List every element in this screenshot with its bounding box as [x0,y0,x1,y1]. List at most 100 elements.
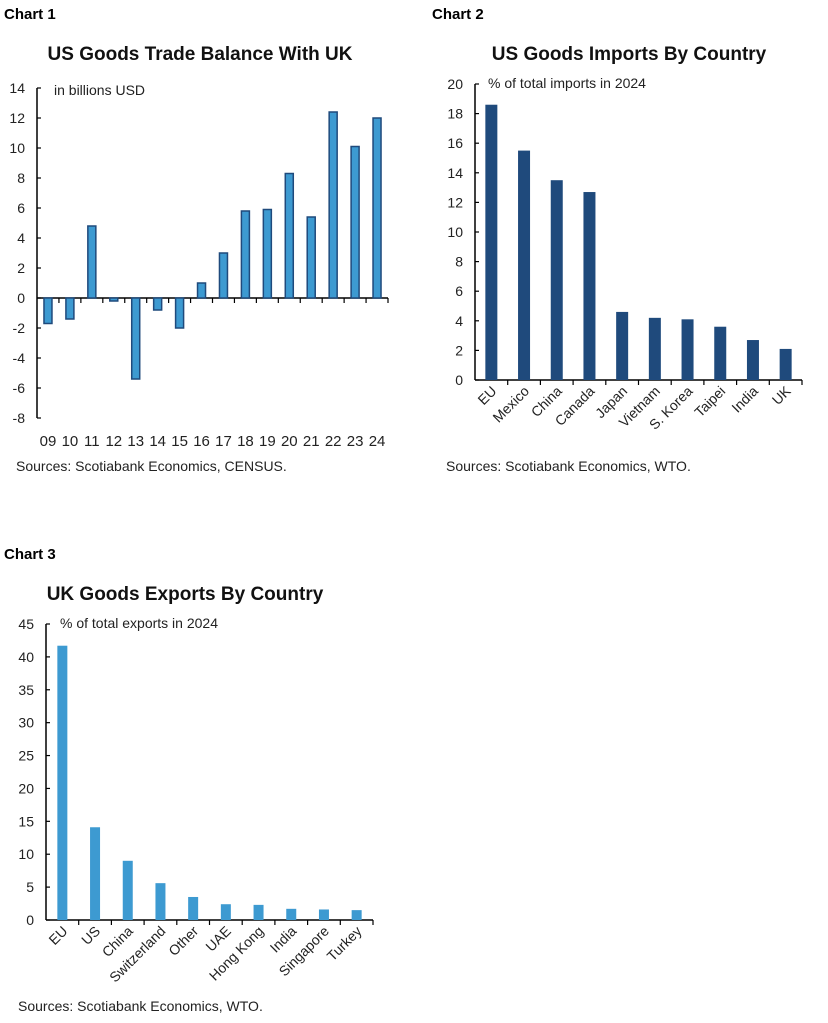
chart-1-x-tick-label: 15 [171,433,188,450]
chart-2-y-tick-label: 4 [455,313,463,329]
chart-1-bar-12 [109,297,119,302]
chart-3-bar-india [286,908,297,920]
chart-3-bar-other [188,896,199,920]
chart-2-y-tick-label: 20 [447,76,463,92]
chart-1-y-tick-label: 12 [9,110,25,126]
chart-3-y-tick-label: 40 [18,649,34,665]
chart-1-y-tick-label: 6 [17,200,25,216]
chart-1-unit: in billions USD [54,82,146,98]
chart-2-bar-eu [485,104,498,380]
chart-1-y-tick-label: 8 [17,170,25,186]
chart-1-bar-16 [196,282,207,299]
chart-1-x-tick-label: 21 [303,433,320,450]
chart-1-bar-22 [328,111,338,299]
chart-1-bar-09 [43,297,53,325]
chart-1-x-tick-label: 12 [105,433,122,450]
chart-3-y-tick-label: 30 [18,715,34,731]
chart-3-title: UK Goods Exports By Country [46,584,324,605]
chart-3-bar-switzerland [155,883,166,920]
chart-2-bar-mexico [518,150,531,380]
chart-2-bar-china [550,180,563,380]
chart-1-x-tick-label: 19 [259,433,276,450]
chart-3-x-tick-label: Other [165,923,201,959]
chart-1-y-tick-label: -6 [13,380,26,396]
chart-3-bar-us [90,827,101,920]
chart-2-y-tick-label: 18 [447,106,463,122]
chart-1-x-tick-label: 22 [325,433,342,450]
chart-3-x-tick-label: US [78,923,103,948]
chart-1-bar-20 [284,172,295,299]
chart-3-y-tick-label: 45 [18,616,34,632]
chart-1-bar-17 [218,252,229,299]
chart-2-y-tick-label: 6 [455,283,463,299]
chart-1-x-tick-label: 17 [215,433,232,450]
chart-2-y-tick-label: 10 [447,224,463,240]
chart-2-x-tick-label: EU [474,383,499,408]
chart-1-bar-19 [262,208,273,299]
chart-1-label: Chart 1 [4,6,56,23]
chart-2-x-tick-label: India [728,383,761,416]
chart-3-bar-turkey [351,910,362,920]
chart-1-bar-14 [152,297,163,311]
chart-1-source: Sources: Scotiabank Economics, CENSUS. [16,458,287,474]
chart-1-bar-24 [372,117,382,299]
chart-3-y-tick-label: 5 [26,879,34,895]
chart-1-x-tick-label: 09 [40,433,57,450]
chart-1-x-tick-label: 24 [369,433,386,450]
chart-3-y-tick-label: 15 [18,813,34,829]
chart-2-x-tick-label: Mexico [489,383,532,426]
chart-1-x-tick-label: 18 [237,433,254,450]
chart-3-y-tick-label: 0 [26,912,34,928]
chart-1-x-tick-label: 10 [62,433,79,450]
chart-2-y-tick-label: 2 [455,342,463,358]
chart-2-x-tick-label: UK [769,382,795,408]
chart-3-y-tick-label: 35 [18,682,34,698]
chart-1-bar-13 [130,297,141,380]
chart-3-source: Sources: Scotiabank Economics, WTO. [18,998,263,1014]
chart-2-y-tick-label: 14 [447,165,463,181]
chart-2-y-tick-label: 12 [447,194,463,210]
chart-1-bar-23 [350,145,360,299]
chart-1-bar-15 [174,297,185,329]
chart-2-label: Chart 2 [432,6,484,23]
chart-3-x-tick-label: Turkey [324,923,365,964]
chart-1-bar-10 [65,297,75,320]
chart-1-y-tick-label: 4 [17,230,25,246]
chart-3-label: Chart 3 [4,546,56,563]
chart-1-y-tick-label: 10 [9,140,25,156]
chart-2-x-tick-label: Taipei [691,383,728,420]
chart-3-bar-singapore [318,909,329,920]
chart-3-bar-hong-kong [253,904,264,920]
chart-2-bar-vietnam [648,317,661,380]
chart-2-source: Sources: Scotiabank Economics, WTO. [446,458,691,474]
chart-2-y-tick-label: 8 [455,254,463,270]
chart-2-bar-s-korea [681,319,694,380]
chart-2-y-tick-label: 16 [447,135,463,151]
chart-3-y-tick-label: 25 [18,748,34,764]
chart-1-bar-18 [240,210,251,299]
chart-2-bar-taipei [714,326,727,380]
chart-3-bar-china [122,860,133,920]
chart-1-x-tick-label: 11 [84,433,100,450]
chart-1-x-tick-label: 14 [149,433,166,450]
chart-1-x-tick-label: 13 [127,433,144,450]
chart-2-y-tick-label: 0 [455,372,463,388]
chart-1-bar-21 [306,216,316,299]
chart-2-title: US Goods Imports By Country [491,44,767,65]
chart-1-y-tick-label: -2 [13,320,26,336]
chart-1-title: US Goods Trade Balance With UK [47,44,353,65]
chart-3-unit: % of total exports in 2024 [60,615,218,631]
chart-3-x-tick-label: EU [45,923,70,948]
chart-2-bar-japan [616,311,629,380]
chart-3-y-tick-label: 10 [18,846,34,862]
chart-3-bar-uae [220,904,231,920]
chart-1-x-tick-label: 20 [281,433,298,450]
chart-1-y-tick-label: 14 [9,80,25,96]
chart-2-bar-uk [779,348,792,380]
chart-3-bar-eu [57,645,68,920]
chart-1-x-tick-label: 23 [347,433,364,450]
chart-1-y-tick-label: -8 [13,410,26,426]
chart-1-y-tick-label: 2 [17,260,25,276]
chart-1-y-tick-label: 0 [17,290,25,306]
